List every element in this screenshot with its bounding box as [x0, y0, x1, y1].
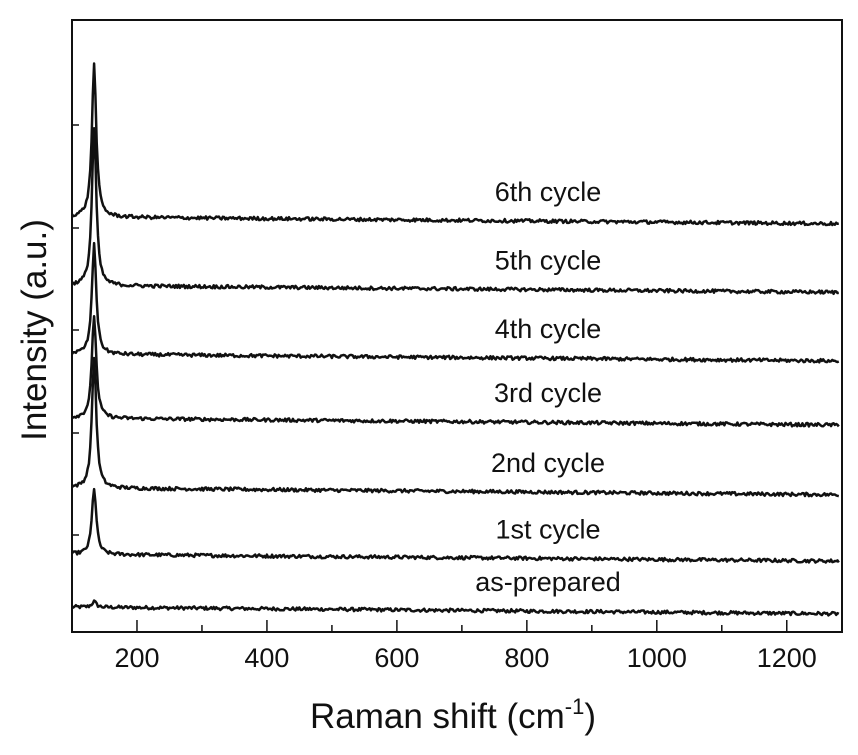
x-tick-label: 1000: [627, 643, 687, 673]
x-tick-label: 600: [374, 643, 419, 673]
axis-ticks: [71, 19, 788, 632]
series-label: 4th cycle: [495, 314, 602, 344]
series-label: 3rd cycle: [494, 378, 602, 408]
series-labels: as-prepared 1st cycle 2nd cycle 3rd cycle 4t…: [475, 177, 621, 597]
x-tick-labels: 200 400 600 800 1000 1200: [114, 643, 816, 673]
spectrum-line: [71, 314, 840, 428]
series-label: 1st cycle: [495, 514, 600, 544]
spectra-traces: [70, 62, 840, 617]
y-axis-title: Intensity (a.u.): [15, 219, 54, 441]
plot-frame: [71, 19, 843, 633]
spectrum-line: [71, 126, 839, 296]
spectrum-line: [70, 487, 840, 564]
spectrum-line: [71, 599, 840, 617]
spectrum-line: [70, 62, 839, 227]
series-label: 6th cycle: [495, 177, 602, 207]
x-tick-label: 1200: [757, 643, 817, 673]
x-axis-title-main: Raman shift (cm: [310, 697, 565, 736]
x-tick-label: 200: [114, 643, 159, 673]
series-label: 2nd cycle: [491, 448, 605, 478]
spectrum-line: [71, 241, 840, 364]
spectrum-line: [71, 356, 840, 498]
series-label: 5th cycle: [495, 246, 602, 276]
x-tick-label: 400: [244, 643, 289, 673]
x-axis-title-close: ): [584, 697, 596, 736]
x-tick-label: 800: [504, 643, 549, 673]
x-axis-title: Raman shift (cm-1): [310, 694, 596, 736]
series-label: as-prepared: [475, 567, 621, 597]
x-axis-title-superscript: -1: [565, 694, 585, 719]
